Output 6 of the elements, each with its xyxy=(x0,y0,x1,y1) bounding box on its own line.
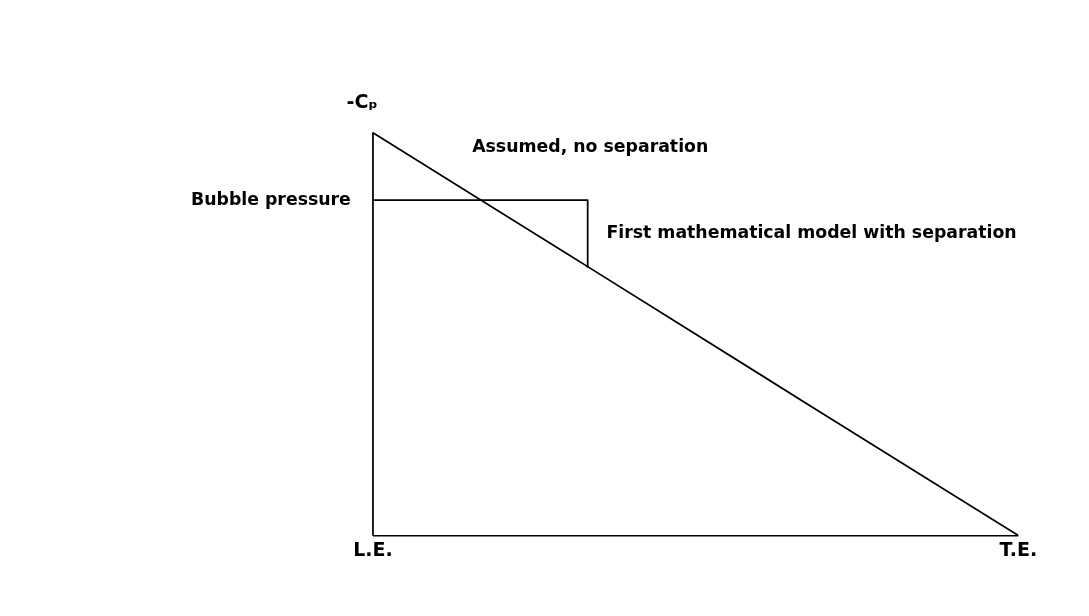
x-tick-label: T.E. xyxy=(999,537,1038,560)
text: Bubble pressure xyxy=(190,189,351,210)
annotation: Assumed, no separation xyxy=(472,135,709,156)
annotation: First mathematical model with separation xyxy=(606,222,1017,243)
x-tick-label: L.E. xyxy=(353,537,393,560)
y-axis-title: -Cₚ xyxy=(346,90,378,113)
